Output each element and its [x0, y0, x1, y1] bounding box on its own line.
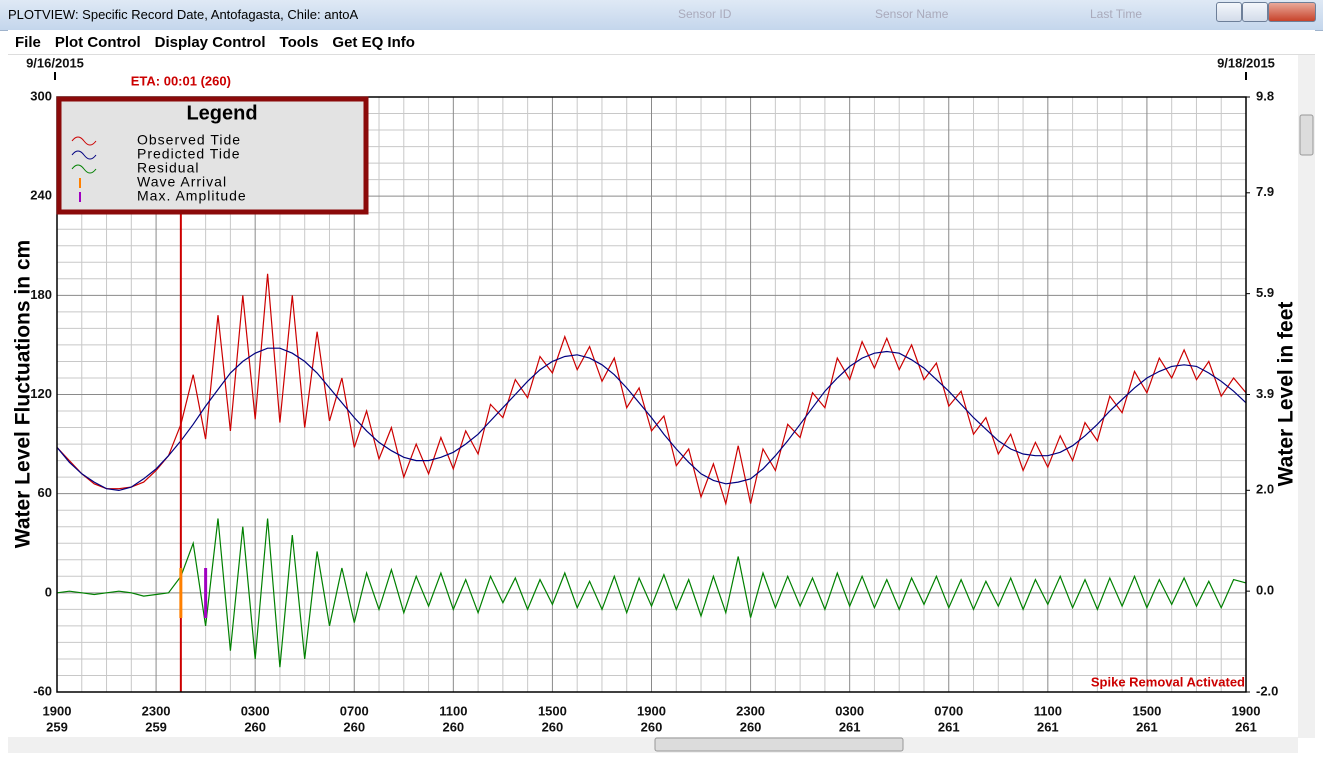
y-tick-label: 120 [30, 386, 52, 401]
start-date: 9/16/2015 [26, 55, 84, 70]
series-line [56, 273, 1247, 506]
close-button[interactable] [1268, 2, 1316, 22]
series-line [56, 518, 1247, 668]
y-tick-label: 180 [30, 287, 52, 302]
menu-bar: File Plot Control Display Control Tools Get … [8, 30, 1315, 55]
vertical-scrollbar[interactable] [1298, 55, 1315, 738]
menu-item[interactable]: Display Control [154, 34, 266, 51]
y-tick-label: 0 [45, 584, 52, 599]
legend-swatch [71, 164, 97, 174]
y2-tick-label: 9.8 [1256, 88, 1274, 103]
plot-border [56, 96, 1247, 693]
legend-swatch [71, 136, 97, 146]
x-tick-label: 2300 [142, 703, 171, 718]
y2-tick-label: -2.0 [1256, 683, 1278, 698]
x-tick-label: 1900 [1232, 703, 1261, 718]
x-tick-label: 0300 [835, 703, 864, 718]
menu-item[interactable]: Tools [279, 34, 319, 51]
y2-tick-label: 2.0 [1256, 482, 1274, 497]
menu-item[interactable]: File [15, 34, 41, 51]
scroll-thumb[interactable] [1299, 114, 1314, 156]
y-tick-label: 60 [38, 485, 52, 500]
menu-item[interactable]: Get EQ Info [332, 34, 415, 51]
y2-tick-label: 0.0 [1256, 583, 1274, 598]
legend-title: Legend [186, 102, 257, 124]
x-tick-sublabel: 261 [938, 719, 960, 734]
window-title: PLOTVIEW: Specific Record Date, Antofaga… [8, 7, 359, 22]
legend-label: Predicted Tide [137, 146, 241, 162]
x-tick-label: 0700 [340, 703, 369, 718]
background-column: Last Time [1090, 7, 1143, 21]
y-tick-label: -60 [33, 683, 52, 698]
y2-axis-label: Water Level in feet [1275, 302, 1298, 487]
x-tick-sublabel: 260 [442, 719, 464, 734]
y-tick-label: 240 [30, 188, 52, 203]
y2-tick-label: 5.9 [1256, 285, 1274, 300]
legend-swatch [71, 150, 97, 160]
x-tick-sublabel: 261 [1235, 719, 1257, 734]
horizontal-scrollbar[interactable] [8, 737, 1298, 753]
eta-label: ETA: 00:01 (260) [131, 73, 231, 88]
title-bar: PLOTVIEW: Specific Record Date, Antofaga… [0, 0, 1323, 31]
end-date: 9/18/2015 [1217, 55, 1275, 70]
menu-item[interactable]: Plot Control [54, 34, 141, 51]
x-tick-label: 1900 [43, 703, 72, 718]
x-tick-sublabel: 261 [839, 719, 861, 734]
x-tick-label: 2300 [736, 703, 765, 718]
background-column: Sensor Name [875, 7, 949, 21]
legend-box [56, 96, 369, 215]
x-tick-sublabel: 260 [343, 719, 365, 734]
x-tick-sublabel: 260 [244, 719, 266, 734]
x-tick-label: 0700 [934, 703, 963, 718]
legend-label: Wave Arrival [137, 174, 227, 190]
y2-tick-label: 7.9 [1256, 184, 1274, 199]
annotation: Spike Removal Activated [1091, 674, 1245, 689]
background-column: Sensor ID [678, 7, 732, 21]
y2-tick-label: 3.9 [1256, 386, 1274, 401]
x-tick-label: 0300 [241, 703, 270, 718]
maximize-button[interactable] [1242, 2, 1268, 22]
x-tick-sublabel: 260 [641, 719, 663, 734]
x-tick-label: 1900 [637, 703, 666, 718]
scroll-thumb[interactable] [654, 737, 904, 752]
x-tick-sublabel: 259 [46, 719, 68, 734]
x-tick-label: 1100 [1034, 703, 1062, 718]
x-tick-sublabel: 260 [740, 719, 762, 734]
x-tick-label: 1500 [1132, 703, 1161, 718]
x-tick-sublabel: 261 [1136, 719, 1158, 734]
y-tick-label: 300 [30, 88, 52, 103]
legend-label: Observed Tide [137, 132, 241, 148]
minimize-button[interactable] [1216, 2, 1242, 22]
x-tick-label: 1500 [538, 703, 567, 718]
x-tick-sublabel: 261 [1037, 719, 1059, 734]
x-tick-sublabel: 259 [145, 719, 167, 734]
x-tick-sublabel: 260 [542, 719, 564, 734]
legend-label: Residual [137, 160, 199, 176]
series-line [56, 347, 1247, 492]
x-tick-label: 1100 [439, 703, 467, 718]
y-axis-label: Water Level Fluctuations in cm [12, 240, 35, 548]
legend-label: Max. Amplitude [137, 188, 247, 204]
